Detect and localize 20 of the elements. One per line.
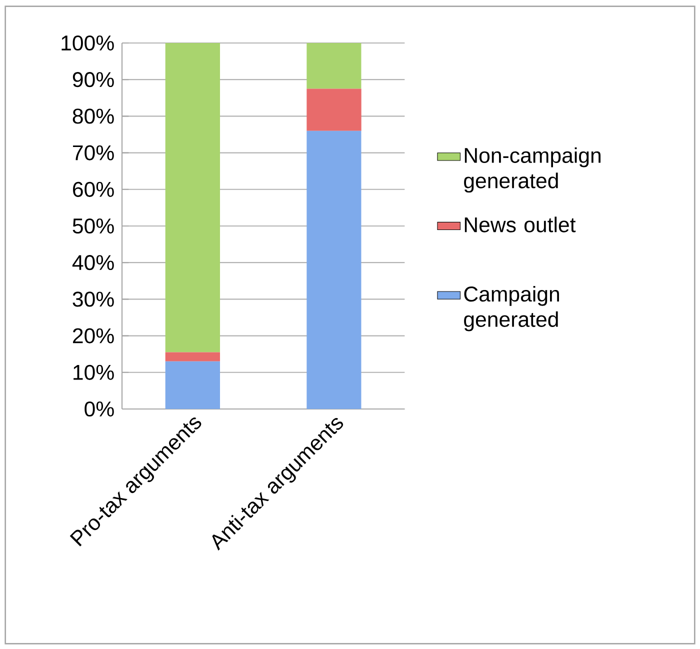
y-tick-label: 30% [72, 292, 114, 307]
bar [306, 42, 362, 89]
bar [165, 361, 220, 409]
y-tick-label: 50% [72, 218, 114, 234]
bar [165, 352, 220, 362]
bar [165, 42, 220, 352]
legend-label: Campaign generated [464, 286, 559, 332]
y-tick-label: 90% [72, 72, 114, 88]
y-tick-label: 0% [84, 401, 114, 417]
y-tick-label: 60% [73, 182, 114, 197]
y-tick-label: 40% [72, 255, 114, 270]
bar [306, 130, 362, 409]
legend-label: Non-campaign generated [464, 147, 600, 193]
legend-label: News outlet [464, 216, 576, 232]
y-tick-label: 80% [72, 108, 114, 124]
y-tick-label: 100% [62, 35, 114, 51]
y-tick-label: 20% [72, 328, 114, 344]
y-tick-label: 70% [73, 145, 114, 160]
bar [306, 88, 362, 131]
y-tick-label: 10% [74, 364, 114, 380]
